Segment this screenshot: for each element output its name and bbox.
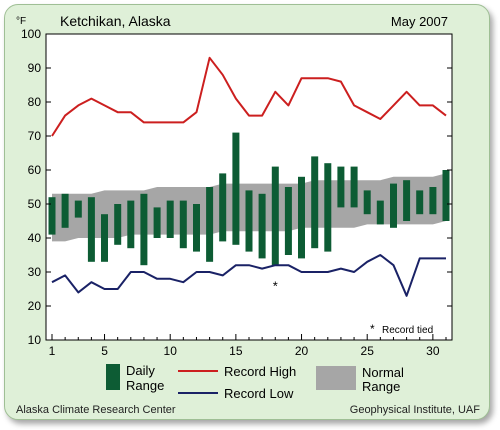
daily-range-bar xyxy=(179,200,187,249)
x-tick-label: 30 xyxy=(426,344,440,358)
daily-range-bar xyxy=(61,193,69,228)
x-tick-label: 20 xyxy=(295,344,309,358)
record-tied-note: Record tied xyxy=(382,325,433,336)
daily-range-bar xyxy=(350,166,358,208)
footer-credit-right: Geophysical Institute, UAF xyxy=(349,404,480,416)
record-tied-marker: * xyxy=(273,279,278,294)
x-tick-label: 25 xyxy=(361,344,375,358)
daily-range-bar xyxy=(101,214,108,262)
legend-daily-range-label-1: Daily xyxy=(126,363,155,378)
daily-range-bar xyxy=(153,207,161,238)
legend-daily-range-swatch xyxy=(106,364,120,390)
y-tick-label: 60 xyxy=(28,163,42,177)
daily-range-bar xyxy=(311,156,319,249)
y-tick-label: 80 xyxy=(28,95,42,109)
legend-record-low-label: Record Low xyxy=(224,386,294,401)
y-tick-label: 10 xyxy=(28,333,42,347)
record-tied-note-marker: * xyxy=(370,322,375,336)
daily-range-bar xyxy=(74,200,82,218)
legend-normal-range-label-1: Normal xyxy=(362,365,404,380)
daily-range-bar xyxy=(284,187,292,255)
daily-range-bar xyxy=(140,193,148,266)
daily-range-bar xyxy=(127,200,135,249)
y-tick-label: 90 xyxy=(28,61,42,75)
daily-range-bar xyxy=(298,176,305,259)
daily-range-bar xyxy=(48,197,56,235)
daily-range-bar xyxy=(337,166,345,208)
unit-label: °F xyxy=(16,16,26,27)
x-tick-label: 10 xyxy=(164,344,178,358)
daily-range-bar xyxy=(271,166,279,266)
y-tick-label: 30 xyxy=(28,265,42,279)
daily-range-bar xyxy=(87,197,95,262)
daily-range-bar xyxy=(442,170,450,221)
daily-range-bar xyxy=(429,187,437,215)
daily-range-bar xyxy=(376,200,384,225)
daily-range-bar xyxy=(363,190,371,215)
daily-range-bar xyxy=(206,187,214,262)
daily-range-bar xyxy=(166,200,174,238)
chart-period: May 2007 xyxy=(391,14,448,29)
x-tick-label: 1 xyxy=(49,344,56,358)
x-tick-label: 15 xyxy=(229,344,243,358)
legend-normal-range-swatch xyxy=(316,366,356,390)
y-tick-label: 40 xyxy=(28,231,42,245)
daily-range-bar xyxy=(390,183,397,228)
chart-title: Ketchikan, Alaska xyxy=(60,13,171,29)
record-high-line xyxy=(51,56,447,137)
daily-range-bar xyxy=(232,132,240,245)
daily-range-bar xyxy=(324,163,332,252)
legend-normal-range-label-2: Range xyxy=(362,379,400,394)
y-tick-label: 100 xyxy=(21,27,41,41)
y-tick-label: 70 xyxy=(28,129,42,143)
daily-range-bar xyxy=(114,204,122,245)
footer-credit-left: Alaska Climate Research Center xyxy=(16,404,176,416)
legend-daily-range-label-2: Range xyxy=(126,378,164,393)
daily-range-bar xyxy=(416,190,424,215)
daily-range-bar xyxy=(245,190,253,252)
y-tick-label: 50 xyxy=(28,197,42,211)
legend-record-high-label: Record High xyxy=(224,364,296,379)
y-tick-label: 20 xyxy=(28,299,42,313)
record-low-line xyxy=(51,254,446,297)
daily-range-bar xyxy=(193,204,200,252)
daily-range-bar xyxy=(258,193,266,259)
x-tick-label: 5 xyxy=(101,344,108,358)
daily-range-bar xyxy=(219,173,227,242)
daily-range-bar xyxy=(403,180,411,221)
